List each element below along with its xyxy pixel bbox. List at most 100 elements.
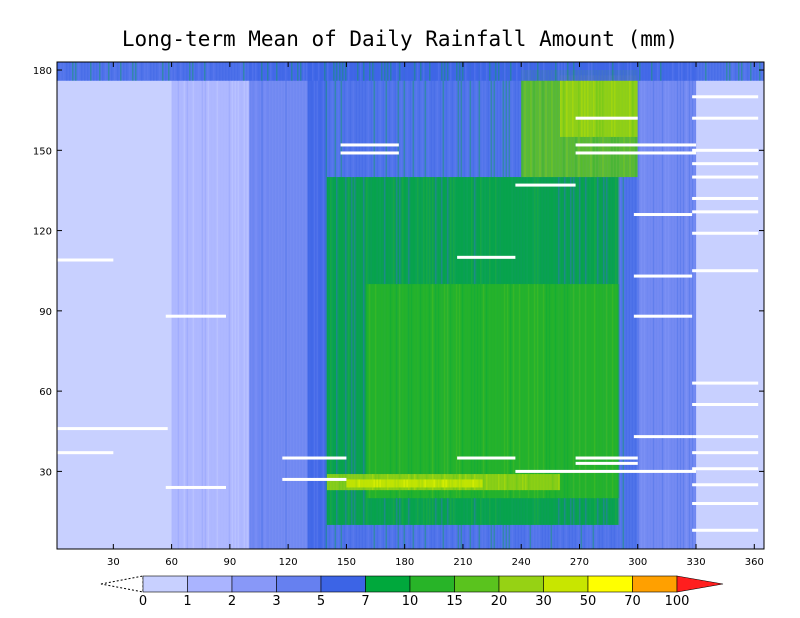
region-streak: [225, 62, 228, 549]
region-streak: [448, 479, 450, 488]
region-streak: [69, 62, 71, 81]
region-streak: [419, 284, 422, 499]
region-streak: [313, 62, 316, 549]
x-axis: 30 60 90 120 150 180 210 240 270 300 330 360: [107, 62, 764, 568]
region-streak: [619, 62, 622, 549]
region-streak: [171, 62, 174, 549]
region-streak: [346, 479, 348, 488]
region-streak: [228, 62, 230, 81]
region-streak: [485, 474, 488, 491]
region-streak: [461, 284, 464, 499]
region-streak: [648, 62, 650, 81]
region-streak: [225, 62, 227, 81]
region-streak: [501, 62, 503, 81]
region-streak: [421, 479, 423, 488]
missing-segment: [282, 477, 347, 481]
region-streak: [635, 75, 637, 137]
colorbar-label: 100: [665, 594, 690, 609]
region-streak: [216, 62, 219, 549]
region-streak: [437, 284, 440, 499]
value-region-4: [365, 284, 620, 499]
region-streak: [753, 62, 755, 81]
region-streak: [525, 62, 527, 81]
region-streak: [378, 62, 380, 81]
region-streak: [536, 284, 539, 499]
region-streak: [528, 62, 530, 81]
region-streak: [548, 284, 551, 499]
region-streak: [600, 62, 602, 81]
region-streak: [614, 284, 617, 499]
region-streak: [316, 62, 319, 549]
region-streak: [599, 284, 602, 499]
region-streak: [397, 479, 399, 488]
region-streak: [637, 62, 640, 549]
region-streak: [539, 474, 542, 491]
region-streak: [534, 62, 536, 81]
region-streak: [288, 62, 290, 81]
region-streak: [542, 70, 544, 178]
region-streak: [261, 62, 263, 81]
region-streak: [488, 474, 491, 491]
missing-segment: [575, 143, 697, 147]
region-streak: [375, 62, 377, 81]
region-streak: [358, 479, 360, 488]
region-streak: [255, 62, 257, 81]
region-streak: [404, 284, 407, 499]
colorbar-overflow-triangle: [676, 575, 724, 593]
region-streak: [237, 62, 240, 549]
colorbar-swatch: [276, 575, 322, 593]
region-streak: [655, 62, 658, 549]
region-streak: [441, 62, 443, 81]
region-streak: [243, 62, 245, 81]
colorbar-label: 2: [228, 594, 236, 609]
region-streak: [332, 474, 335, 491]
value-region-6: [560, 75, 638, 137]
colorbar-label: 5: [317, 594, 325, 609]
region-streak: [557, 70, 559, 178]
y-tick-label: 30: [39, 467, 52, 478]
colorbar-swatch: [498, 575, 544, 593]
region-streak: [186, 62, 188, 81]
region-streak: [114, 62, 116, 81]
region-streak: [153, 62, 155, 81]
missing-segment: [692, 175, 759, 179]
region-streak: [455, 284, 458, 499]
region-streak: [315, 62, 317, 81]
region-streak: [336, 62, 338, 81]
region-streak: [261, 62, 263, 549]
region-streak: [333, 62, 335, 81]
region-streak: [349, 479, 351, 488]
region-streak: [747, 62, 749, 81]
region-streak: [413, 284, 416, 499]
region-streak: [432, 62, 434, 81]
region-streak: [729, 62, 731, 81]
region-streak: [536, 474, 539, 491]
region-streak: [345, 62, 347, 81]
region-streak: [415, 479, 417, 488]
y-tick-label: 180: [33, 66, 52, 77]
region-streak: [66, 62, 68, 81]
region-streak: [434, 284, 437, 499]
region-streak: [428, 284, 431, 499]
region-streak: [614, 75, 616, 137]
region-streak: [393, 62, 395, 81]
region-streak: [503, 284, 506, 499]
region-streak: [368, 284, 371, 499]
region-streak: [436, 479, 438, 488]
missing-segment: [575, 116, 638, 120]
region-streak: [693, 62, 695, 81]
region-streak: [566, 284, 569, 499]
region-streak: [297, 62, 299, 81]
missing-segment: [692, 435, 759, 439]
missing-segment: [692, 403, 759, 407]
region-streak: [329, 474, 332, 491]
missing-segment: [692, 528, 759, 532]
region-streak: [472, 479, 474, 488]
missing-segment: [575, 461, 638, 465]
region-streak: [420, 62, 422, 81]
region-streak: [470, 284, 473, 499]
region-streak: [379, 479, 381, 488]
region-streak: [84, 62, 86, 81]
region-streak: [63, 62, 65, 81]
region-streak: [661, 62, 664, 549]
